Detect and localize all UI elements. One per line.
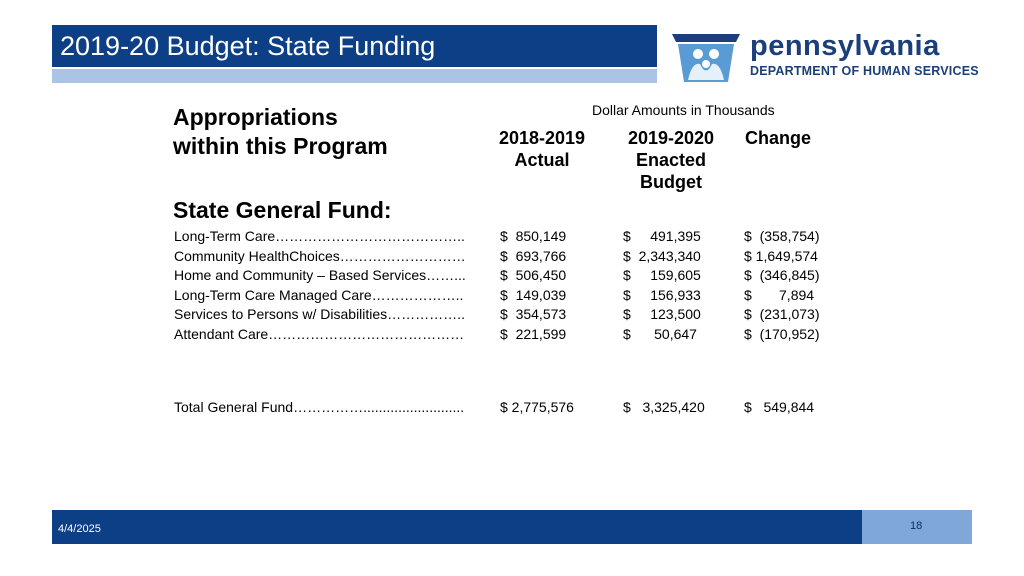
row-change: $ (358,754) bbox=[744, 228, 820, 244]
pa-dhs-logo: pennsylvania DEPARTMENT OF HUMAN SERVICE… bbox=[670, 28, 1000, 86]
row-enacted: $ 491,395 bbox=[623, 228, 701, 244]
footer-bar bbox=[52, 510, 862, 544]
table-row: Services to Persons w/ Disabilities……………… bbox=[0, 306, 1024, 326]
total-actual: $ 2,775,576 bbox=[500, 399, 574, 415]
column-header-change: Change bbox=[738, 127, 818, 149]
row-change: $ 1,649,574 bbox=[744, 248, 818, 264]
row-enacted: $ 2,343,340 bbox=[623, 248, 701, 264]
table-row: Long-Term Care Managed Care……………….. $ 14… bbox=[0, 287, 1024, 307]
logo-name: pennsylvania bbox=[750, 30, 940, 62]
row-label: Long-Term Care Managed Care……………….. bbox=[174, 287, 464, 303]
column-header-actual: 2018-2019 Actual bbox=[494, 127, 590, 171]
column-header-enacted: 2019-2020 Enacted Budget bbox=[622, 127, 720, 193]
row-actual: $ 506,450 bbox=[500, 267, 567, 283]
row-label: Services to Persons w/ Disabilities……………… bbox=[174, 306, 465, 322]
keystone-family-icon bbox=[672, 34, 740, 82]
table-row: Community HealthChoices……………………… $ 693,7… bbox=[0, 248, 1024, 268]
table-row: Attendant Care…………………………………… $ 221,599 $… bbox=[0, 326, 1024, 346]
logo-department: DEPARTMENT OF HUMAN SERVICES bbox=[750, 64, 979, 78]
footer-date: 4/4/2025 bbox=[58, 523, 101, 535]
column-header-line: Enacted bbox=[635, 150, 707, 170]
row-enacted: $ 156,933 bbox=[623, 287, 701, 303]
total-change: $ 549,844 bbox=[744, 399, 815, 415]
row-label: Long-Term Care………………………………….. bbox=[174, 228, 465, 244]
column-header-line: 2018-2019 bbox=[498, 128, 586, 148]
table-row: Home and Community – Based Services……...… bbox=[0, 267, 1024, 287]
column-header-line: Actual bbox=[514, 150, 570, 170]
row-actual: $ 693,766 bbox=[500, 248, 567, 264]
table-row: Long-Term Care………………………………….. $ 850,149 … bbox=[0, 228, 1024, 248]
row-actual: $ 354,573 bbox=[500, 306, 567, 322]
row-actual: $ 149,039 bbox=[500, 287, 567, 303]
units-note: Dollar Amounts in Thousands bbox=[592, 102, 775, 118]
row-actual: $ 850,149 bbox=[500, 228, 567, 244]
row-change: $ 7,894 bbox=[744, 287, 815, 303]
total-label: Total General Fund…………….................… bbox=[174, 399, 465, 415]
row-actual: $ 221,599 bbox=[500, 326, 567, 342]
fund-heading: State General Fund: bbox=[173, 197, 392, 223]
total-row: Total General Fund…………….................… bbox=[0, 399, 1024, 419]
row-change: $ (231,073) bbox=[744, 306, 820, 322]
row-label: Home and Community – Based Services……... bbox=[174, 267, 466, 283]
page-number: 18 bbox=[910, 520, 923, 532]
row-change: $ (346,845) bbox=[744, 267, 820, 283]
row-label: Community HealthChoices……………………… bbox=[174, 248, 466, 264]
row-enacted: $ 123,500 bbox=[623, 306, 701, 322]
row-label: Attendant Care…………………………………… bbox=[174, 326, 465, 342]
slide-title: 2019-20 Budget: State Funding bbox=[52, 25, 657, 67]
appropriations-heading: Appropriations within this Program bbox=[173, 103, 388, 161]
title-underline bbox=[52, 69, 657, 83]
column-header-line: Budget bbox=[640, 172, 702, 192]
total-enacted: $ 3,325,420 bbox=[623, 399, 705, 415]
row-enacted: $ 159,605 bbox=[623, 267, 701, 283]
column-header-line: 2019-2020 bbox=[627, 128, 715, 148]
footer-page-box: 18 bbox=[862, 510, 972, 544]
column-header-line: Change bbox=[744, 128, 811, 148]
heading-line-2: within this Program bbox=[173, 133, 388, 159]
heading-line-1: Appropriations bbox=[173, 104, 338, 130]
row-enacted: $ 50,647 bbox=[623, 326, 697, 342]
row-change: $ (170,952) bbox=[744, 326, 820, 342]
